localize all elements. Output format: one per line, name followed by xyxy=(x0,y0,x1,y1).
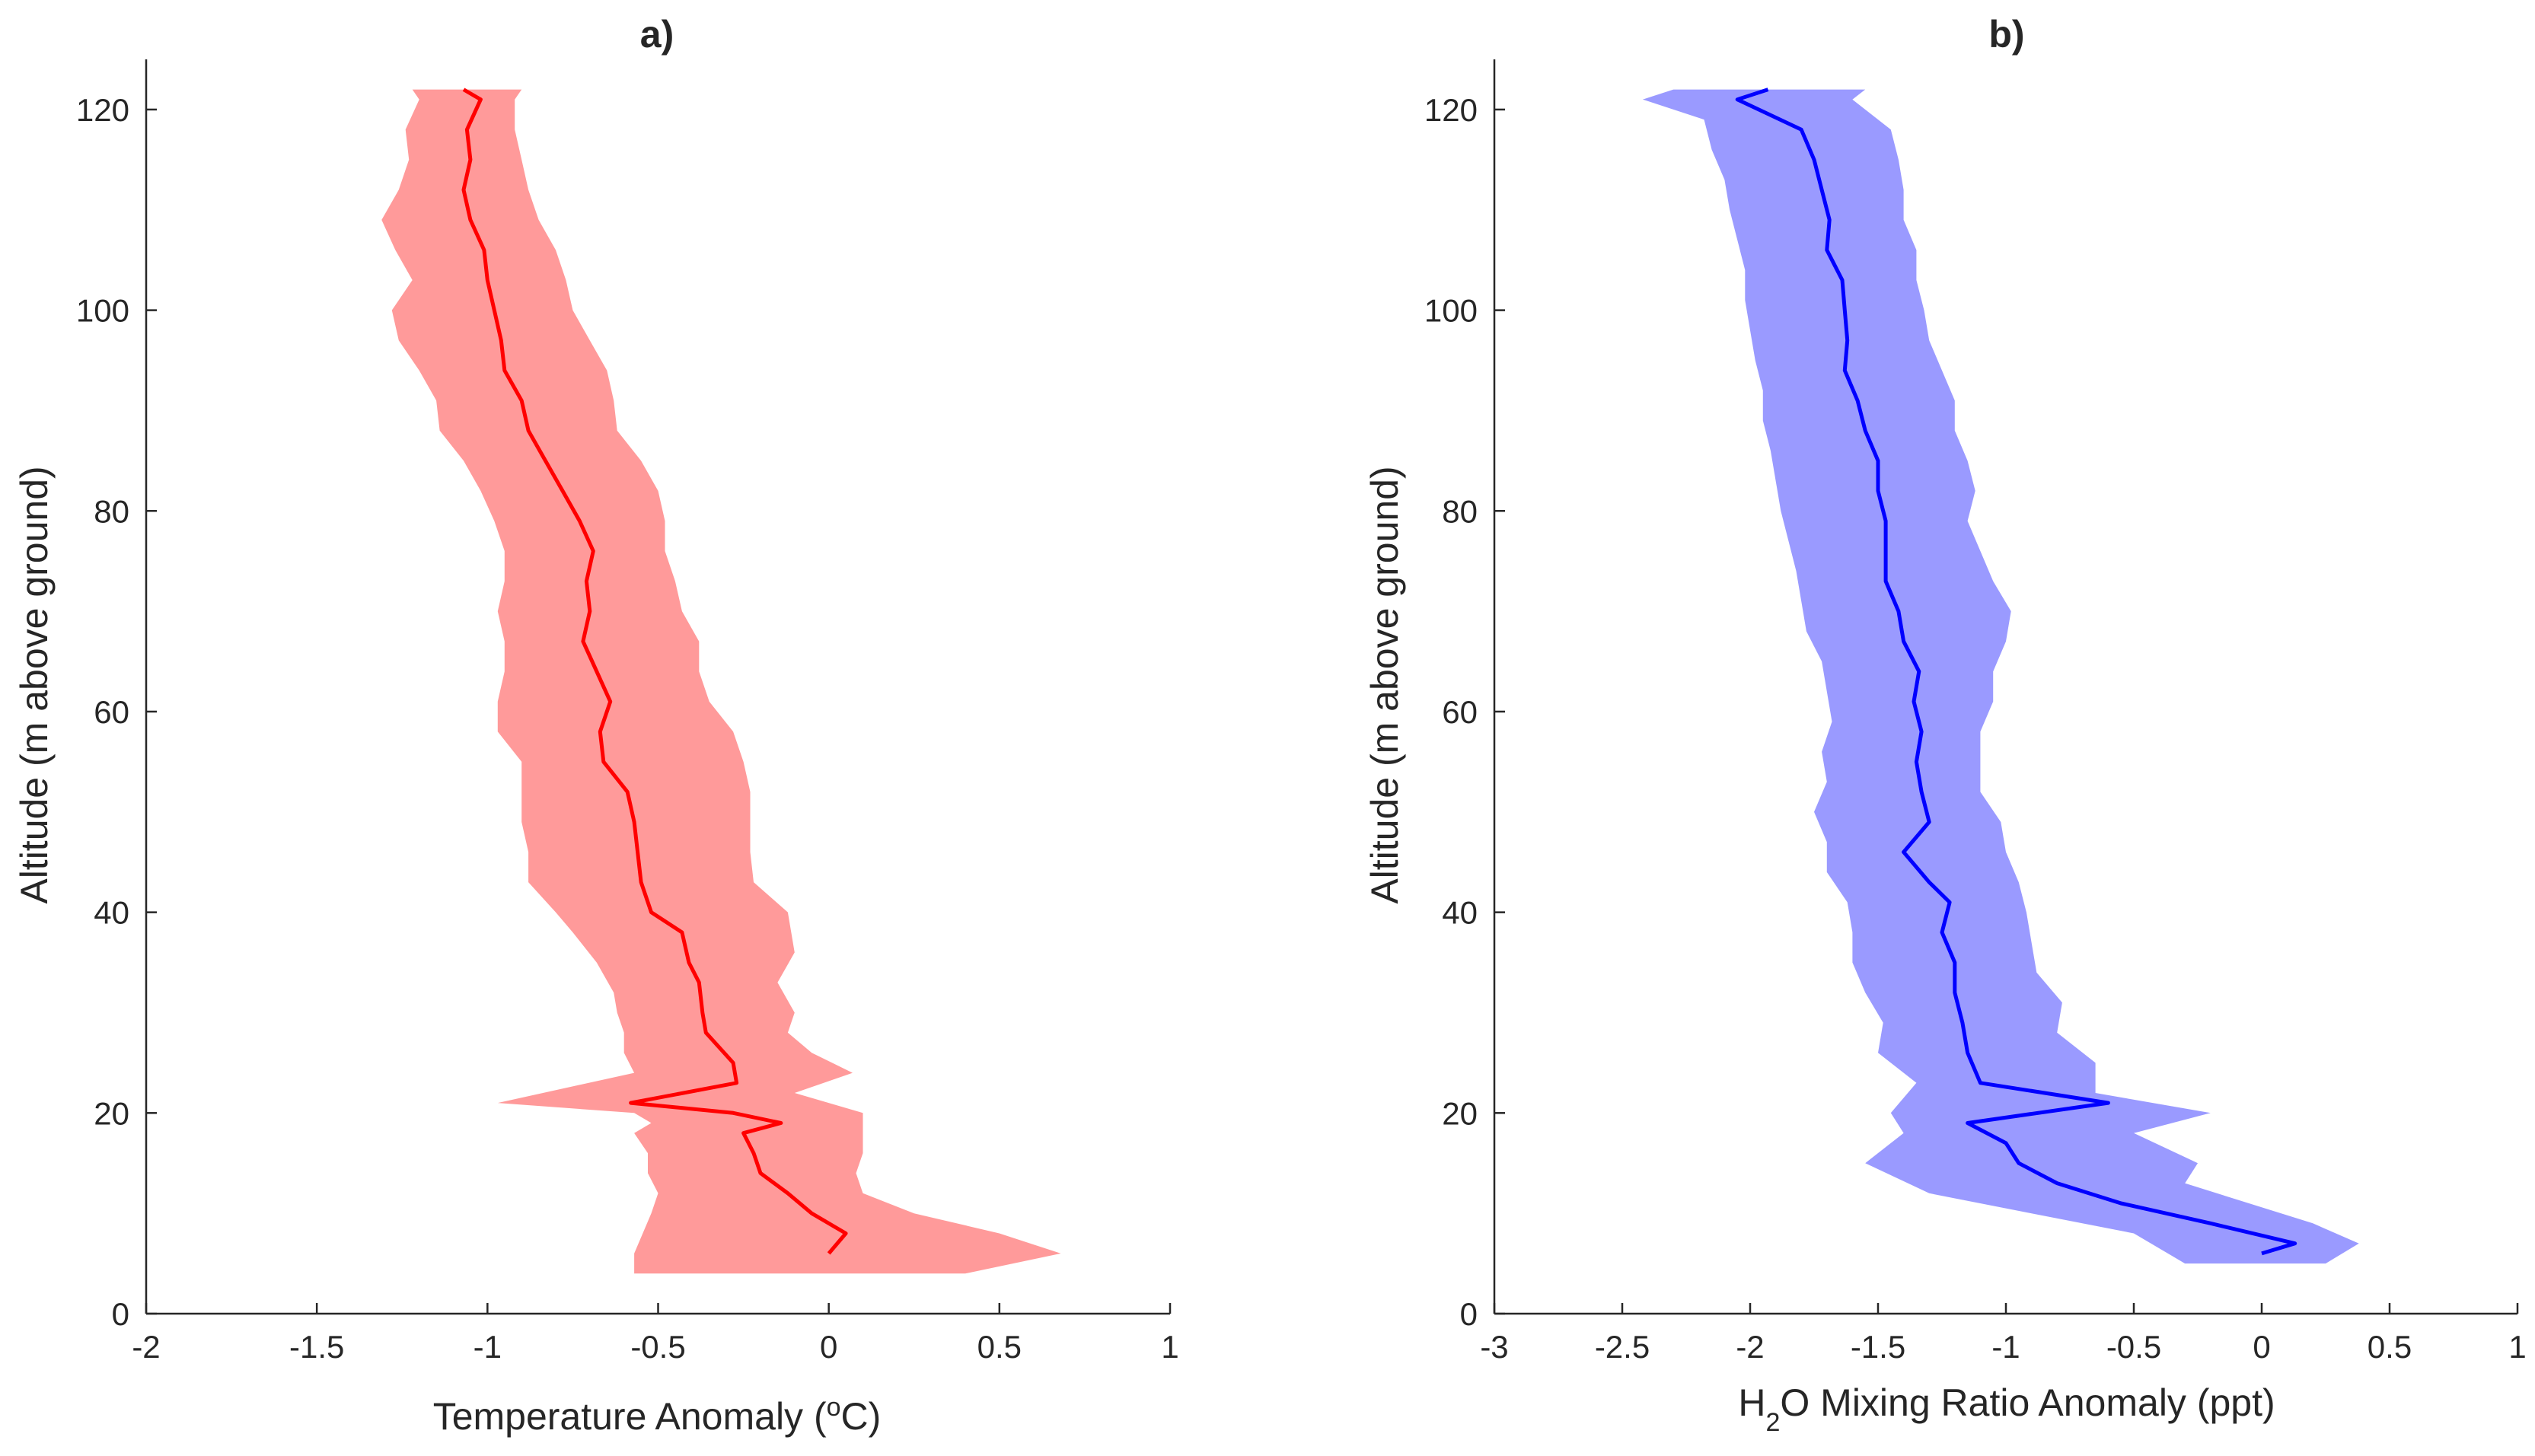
panel-b-y-ticks: 0 20 40 60 80 100 120 xyxy=(1424,92,1505,1332)
panel-a-xlabel-main: Temperature Anomaly ( xyxy=(433,1395,827,1438)
panel-a-x-tick-label: -0.5 xyxy=(630,1329,685,1365)
panel-b-mean-line xyxy=(1735,88,2297,1256)
panel-b-x-tick-label: -0.5 xyxy=(2106,1329,2161,1365)
panel-a-y-tick-label: 0 xyxy=(112,1296,129,1332)
panel-a-x-tick-label: -1 xyxy=(474,1329,502,1365)
panel-b-x-tick-label: 0 xyxy=(2253,1329,2270,1365)
panel-b-x-tick-label: 0.5 xyxy=(2368,1329,2412,1365)
panel-a-mean-line xyxy=(461,88,848,1255)
panel-a-x-axis-label: Temperature Anomaly (oC) xyxy=(433,1393,882,1438)
panel-b-x-tick-label: -1 xyxy=(1991,1329,2020,1365)
panel-b-y-tick-label: 80 xyxy=(1442,493,1478,529)
panel-b-x-tick-label: -2.5 xyxy=(1595,1329,1650,1365)
panel-b-xlabel-tail: O Mixing Ratio Anomaly (ppt) xyxy=(1780,1381,2275,1424)
panel-a-title: a) xyxy=(640,13,674,56)
panel-b-xlabel-sub: 2 xyxy=(1765,1408,1780,1437)
panel-a-y-tick-label: 100 xyxy=(76,293,129,329)
panel-b-uncertainty-band xyxy=(1642,89,2359,1264)
panel-b-x-ticks: -3 -2.5 -2 -1.5 -1 -0.5 0 0.5 1 xyxy=(1480,1303,2527,1365)
panel-a-y-ticks: 0 20 40 60 80 100 120 xyxy=(76,92,157,1332)
panel-b-x-tick-label: 1 xyxy=(2508,1329,2526,1365)
panel-b-x-axis-label: H2O Mixing Ratio Anomaly (ppt) xyxy=(1738,1381,2275,1437)
panel-b-xlabel-main: H xyxy=(1738,1381,1765,1424)
panel-b-x-tick-label: -2 xyxy=(1736,1329,1764,1365)
panel-a: a) -2 -1.5 -1 -0.5 0 0.5 1 0 20 40 60 80 100 120 Tem… xyxy=(13,13,1179,1438)
panel-a-x-tick-label: 0.5 xyxy=(977,1329,1022,1365)
panel-a-y-tick-label: 20 xyxy=(94,1095,129,1131)
panel-b-y-tick-label: 120 xyxy=(1424,92,1478,128)
panel-b-y-tick-label: 100 xyxy=(1424,293,1478,329)
panel-a-xlabel-sup: o xyxy=(827,1393,841,1422)
panel-b-x-tick-label: -1.5 xyxy=(1851,1329,1905,1365)
panel-a-band-group xyxy=(381,89,1061,1274)
panel-b-band-group xyxy=(1642,89,2359,1264)
panel-b-title: b) xyxy=(1988,13,2024,56)
panel-a-x-ticks: -2 -1.5 -1 -0.5 0 0.5 1 xyxy=(132,1303,1179,1365)
panel-a-x-tick-label: 1 xyxy=(1161,1329,1178,1365)
panel-b: b) -3 -2.5 -2 -1.5 -1 -0.5 0 0.5 1 0 20 40 60 80 100 1… xyxy=(1363,13,2527,1437)
panel-a-y-tick-label: 60 xyxy=(94,694,129,730)
panel-a-y-tick-label: 120 xyxy=(76,92,129,128)
panel-a-y-tick-label: 40 xyxy=(94,895,129,931)
panel-a-y-axis-label: Altitude (m above ground) xyxy=(13,466,56,903)
panel-b-y-tick-label: 60 xyxy=(1442,694,1478,730)
panel-b-y-axis-label: Altitude (m above ground) xyxy=(1363,466,1406,903)
panel-b-x-tick-label: -3 xyxy=(1480,1329,1508,1365)
panel-a-x-tick-label: -1.5 xyxy=(289,1329,344,1365)
panel-b-y-tick-label: 0 xyxy=(1460,1296,1478,1332)
panel-b-y-tick-label: 20 xyxy=(1442,1095,1478,1131)
panel-a-uncertainty-band xyxy=(381,89,1061,1274)
panel-a-x-tick-label: 0 xyxy=(820,1329,837,1365)
panel-a-x-tick-label: -2 xyxy=(132,1329,160,1365)
panel-b-y-tick-label: 40 xyxy=(1442,895,1478,931)
panel-a-xlabel-tail: C) xyxy=(841,1395,882,1438)
panel-a-y-tick-label: 80 xyxy=(94,493,129,529)
